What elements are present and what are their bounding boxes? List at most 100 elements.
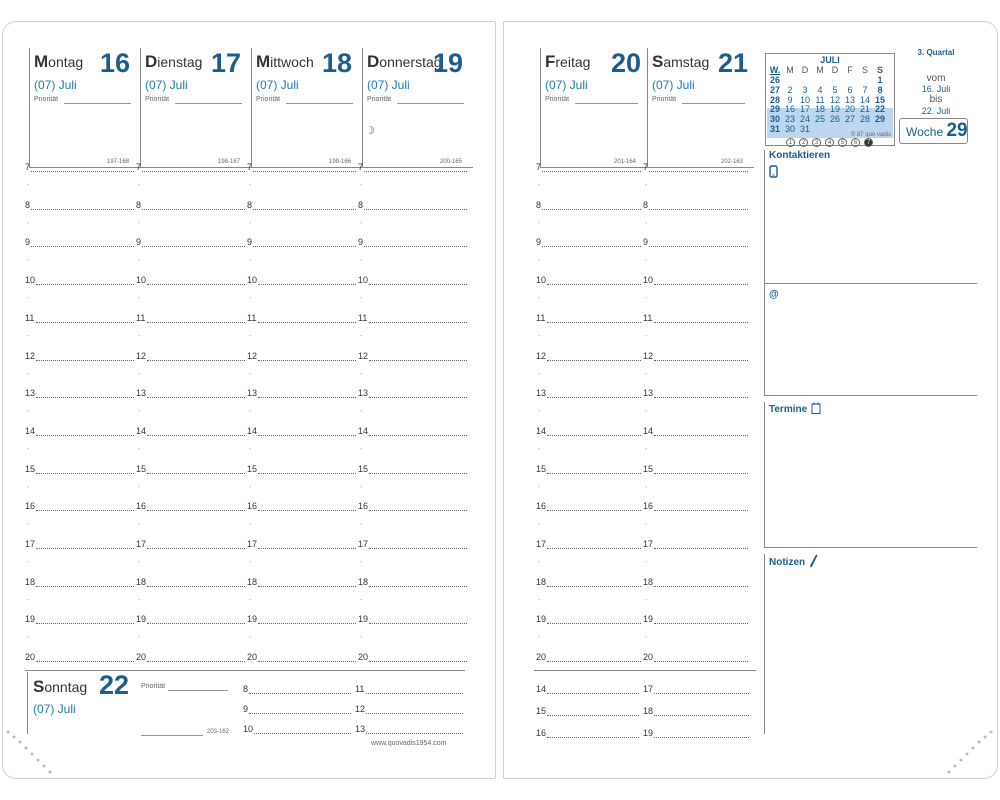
hour-line [36,548,134,549]
half-hour-mark: - [27,445,30,453]
day-header-box: Freitag 20 (07) Juli Priorität 201-164 [540,48,647,168]
half-hour-mark: - [360,408,363,416]
hour-label: 9 [536,237,542,248]
half-hour-mark: - [249,219,252,227]
day-count: 200-165 [440,159,463,165]
day-name-rest: amstag [663,54,710,70]
hour-label: 11 [25,312,35,323]
day-month: (07) Juli [367,78,410,92]
calendar-day-cell: 26 [829,114,840,125]
calendar-header-cell: S [861,65,868,75]
hour-line [36,434,134,436]
half-hour-mark: - [538,559,541,566]
hour-line [147,623,245,625]
priority-label: Priorität [367,96,392,103]
hour-label: 12 [247,350,258,361]
weekday-circle: 6 [851,138,860,147]
hour-line [147,472,245,474]
hour-line [654,434,748,436]
hour-label: 19 [643,728,654,738]
hour-row: 20 [25,652,136,666]
half-hour-mark: - [538,332,541,340]
hour-line [147,548,245,549]
hour-label: 17 [643,684,654,694]
hour-line [654,623,748,625]
half-hour-mark: - [138,521,141,529]
day-number: 20 [611,48,642,78]
calendar-week-row: 31 30 31 [768,124,892,134]
hour-line [369,548,467,549]
day-number: 17 [211,48,242,78]
weekday-circle: 2 [799,138,808,147]
extra-hour-row: 19 [643,728,751,742]
hour-line [258,284,356,286]
extra-hour-row: 14 [536,684,641,698]
half-hour-mark: - [249,295,252,303]
notes-left-line [764,554,765,734]
hour-row: 20 [247,652,358,666]
hour-row: 8 [643,200,750,214]
hour-row: 11 [25,313,136,327]
hour-line [258,472,356,474]
hour-label: 10 [536,275,547,286]
hour-label: 15 [136,463,147,474]
hour-row: 7 [25,162,136,176]
hour-label: 8 [247,199,253,210]
hour-label: 16 [136,501,147,512]
half-hour-mark: - [538,257,541,265]
hour-label: 11 [136,312,146,323]
hour-line [254,733,351,734]
week-label: Woche [906,125,944,139]
calendar-week-row: 28 9 10 11 12 13 14 15 [768,95,892,105]
hour-line [142,246,245,248]
hour-row: 18 [358,577,469,591]
weekday-circle: 7 [864,138,873,147]
calendar-header-cell: M [816,65,824,75]
hour-row: 18 [536,577,643,591]
hour-row: 13 [25,388,136,402]
hour-row: 14 [536,426,643,440]
half-hour-mark: - [538,634,541,642]
sunday-top-line [25,670,465,671]
hour-line [547,359,641,361]
calendar-day-cell: 18 [814,104,825,115]
hour-row: 7 [136,162,247,176]
half-hour-mark: - [138,408,141,416]
day-count: 199-166 [329,159,352,165]
half-hour-mark: - [645,219,648,227]
weekday-circle: 1 [786,138,795,147]
hour-row: 19 [247,614,358,628]
hour-line [547,284,641,286]
calendar-day-cell: 13 [844,94,855,105]
calendar-day-cell: 14 [859,94,870,105]
half-hour-mark: - [360,295,363,303]
day-count: 197-168 [107,159,130,165]
hour-line [547,623,641,625]
quarter-label: 3. Quartal [917,48,955,57]
sunday-count: 203-162 [207,729,230,735]
hour-label: 15 [247,463,258,474]
hour-label: 8 [358,199,364,210]
calendar-header-cell: D [801,65,809,75]
hour-label: 12 [136,350,147,361]
hour-line [249,713,351,714]
week-number: 29 [946,120,968,141]
hour-row: 12 [643,351,750,365]
hour-label: 11 [358,312,368,323]
day-name-initial: F [545,52,556,71]
hour-row: 19 [643,614,750,628]
half-hour-mark: - [249,182,252,189]
hour-label: 10 [136,275,147,286]
hour-row: 17 [25,539,136,553]
sunday-hour-row: 10 [243,724,353,738]
half-hour-mark: - [538,483,541,491]
hour-label: 20 [358,652,369,663]
day-name-initial: D [145,52,158,71]
hour-row: 12 [247,351,358,365]
hour-row: 15 [536,464,643,478]
calendar-header-cell: W. [769,65,781,75]
hour-label: 7 [247,162,253,172]
calendar-day-cell: 16 [784,104,795,115]
day-name: Freitag [545,52,590,72]
binding-dots-right [945,728,995,778]
